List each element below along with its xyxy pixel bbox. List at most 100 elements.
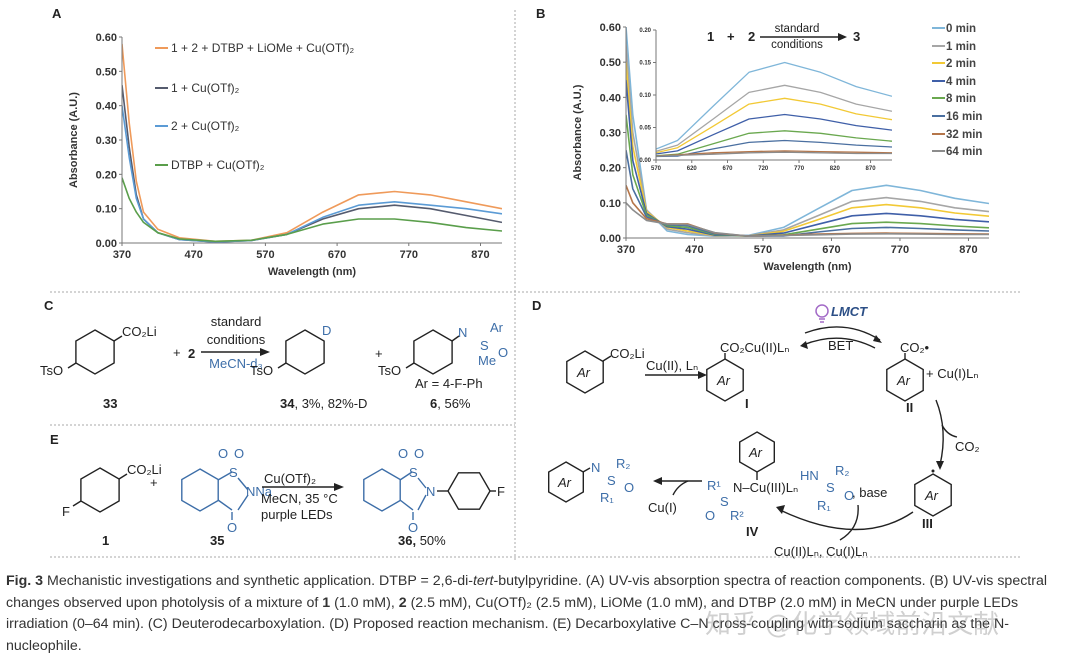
product-r2: R₂ [616, 456, 630, 471]
benzene-ring [80, 467, 120, 513]
reagent-entry-arrow [839, 504, 859, 541]
int4-s: S [720, 494, 729, 509]
benzene-ring [363, 468, 401, 512]
caption-text: (1.0 mM), [330, 594, 399, 611]
product-s: S [607, 473, 616, 488]
legend-entry: 2 + Cu(OTf)₂ [171, 119, 240, 133]
reactant-2: 2 [748, 29, 755, 44]
y-tick-label: 0.15 [639, 61, 651, 67]
y-tick-label: 0.30 [96, 135, 117, 147]
legend-entry: 4 min [946, 76, 976, 88]
chart-a: 370 470 570 670 770 870 0.00 0.10 0.20 0.30 0.40 0.… [68, 32, 502, 278]
x-tick-label: 370 [113, 249, 131, 261]
plus-sign: + [727, 29, 735, 44]
legend-entry: 0 min [946, 23, 976, 35]
sulfoximine-s: S [480, 338, 489, 353]
panel-label-a: A [52, 6, 62, 21]
legend-entry: DTBP + Cu(OTf)₂ [171, 158, 265, 172]
x-tick-label: 470 [185, 249, 203, 261]
inset-reaction: 1 + 2 standard conditions 3 [707, 23, 860, 51]
caption-text: Mechanistic investigations and synthetic… [43, 573, 473, 589]
int4-r2: R² [730, 508, 744, 523]
x-axis-label: Wavelength (nm) [268, 266, 357, 278]
bond [67, 362, 77, 369]
y-tick-label: 0.60 [600, 22, 621, 34]
arrow-head [776, 505, 785, 514]
bond [582, 467, 591, 473]
aryl-ring [706, 358, 744, 402]
compound-label-35: 35 [210, 533, 224, 548]
x-tick-label: 570 [651, 166, 662, 172]
transmetalation-arrow [779, 509, 914, 531]
y-tick-label: 0.00 [96, 238, 117, 250]
x-tick-label: 770 [794, 166, 805, 172]
intermediate-label-iii: III [922, 516, 933, 531]
y-tick-label: 0.50 [600, 57, 621, 69]
y-tick-label: 0.00 [600, 233, 621, 245]
y-tick-label: 0.05 [639, 126, 651, 132]
reagent-o: O [844, 488, 854, 503]
product-o: O [624, 480, 634, 495]
tosyloxy-group: TsO [250, 363, 273, 378]
tosyloxy-group: TsO [378, 363, 401, 378]
y-tick-label: 0.20 [600, 163, 621, 175]
product-r1: R₁ [600, 490, 614, 505]
caption-compound: 1 [322, 594, 331, 611]
saccharin-o: O [218, 446, 228, 461]
condition-text: purple LEDs [261, 507, 333, 522]
y-tick-label: 0.20 [639, 28, 651, 34]
saccharin-o: O [414, 446, 424, 461]
lightbulb-icon [815, 304, 829, 323]
condition-above: standard [775, 23, 820, 35]
bond [405, 362, 415, 369]
caption-text: (2.5 mM), Cu(OTf)₂ (2.5 mM), LiOMe (1.0 … [6, 594, 1019, 654]
deuterium-label: D [322, 323, 331, 338]
saccharin-n: N [426, 484, 435, 499]
scheme-d: Ar CO₂Li Cu(II), Lₙ Ar CO₂Cu(II)Lₙ I LMC… [548, 304, 980, 559]
legend-entry: 16 min [946, 111, 982, 123]
copper-species-label: Cu(II)Lₙ, Cu(I)Lₙ [774, 544, 867, 559]
product-n: N [591, 460, 600, 475]
compound-label-33: 33 [103, 396, 117, 411]
panel-label-c: C [44, 298, 54, 313]
co2-release-arrow [941, 424, 958, 438]
step-condition: Cu(II), Lₙ [646, 358, 698, 373]
carboxylate-group: CO₂Li [610, 346, 645, 361]
int4-r1: R¹ [707, 478, 721, 493]
benzene-ring [75, 329, 115, 375]
ar-label: Ar [748, 445, 763, 460]
saccharin-s: S [409, 465, 418, 480]
series-group [122, 43, 502, 243]
plus-sign: + [375, 346, 383, 361]
bond [602, 355, 612, 362]
condition-text: MeCN, 35 °C [261, 491, 338, 506]
carboxyl-radical: CO₂• [900, 340, 930, 355]
reactant-1: 1 [707, 29, 714, 44]
benzene-ring [181, 468, 219, 512]
x-tick-label: 370 [617, 244, 635, 256]
saccharin-ring-bonds [217, 471, 249, 511]
legend-entry: 8 min [946, 93, 976, 105]
x-axis-label: Wavelength (nm) [763, 261, 852, 273]
y-tick-label: 0.40 [96, 101, 117, 113]
ar-label: Ar [924, 488, 939, 503]
arrow-head [334, 483, 344, 491]
y-tick-label: 0.20 [96, 169, 117, 181]
reagent-r1: R₁ [817, 498, 831, 513]
intermediate-label-i: I [745, 396, 749, 411]
y-tick-label: 0.60 [96, 32, 117, 44]
reagent-s: S [826, 480, 835, 495]
caption-text: tert [472, 573, 494, 589]
x-tick-label: 720 [758, 166, 769, 172]
intermediate-i-group: CO₂Cu(II)Lₙ [720, 340, 789, 355]
caption-compound: 2 [398, 594, 407, 611]
copper-i-species: + Cu(I)Lₙ [926, 366, 979, 381]
fluoro-group: F [62, 504, 70, 519]
series-line [626, 79, 989, 237]
arrow-head [698, 371, 707, 379]
series-line [656, 151, 892, 157]
carboxylate-group: CO₂Li [127, 462, 162, 477]
saccharin-o: O [398, 446, 408, 461]
decarboxylation-arrow [935, 399, 944, 466]
